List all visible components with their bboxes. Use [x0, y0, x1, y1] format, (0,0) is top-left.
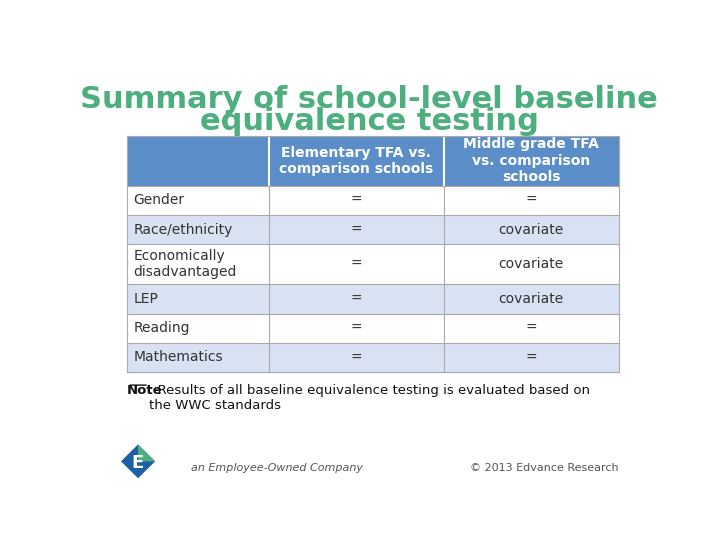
Text: =: = — [351, 193, 362, 207]
Text: covariate: covariate — [498, 257, 564, 271]
Text: Economically
disadvantaged: Economically disadvantaged — [133, 249, 237, 279]
Text: LEP: LEP — [133, 292, 158, 306]
Text: Mathematics: Mathematics — [133, 350, 223, 365]
Text: Reading: Reading — [133, 321, 190, 335]
Bar — [127, 136, 618, 186]
Text: =: = — [351, 222, 362, 237]
Text: © 2013 Edvance Research: © 2013 Edvance Research — [470, 463, 618, 473]
Text: covariate: covariate — [498, 222, 564, 237]
Text: =: = — [526, 350, 537, 365]
Polygon shape — [121, 444, 155, 478]
Text: Summary of school-level baseline: Summary of school-level baseline — [80, 85, 658, 114]
Text: Middle grade TFA
vs. comparison
schools: Middle grade TFA vs. comparison schools — [463, 138, 599, 184]
Bar — [127, 284, 618, 314]
Text: Elementary TFA vs.
comparison schools: Elementary TFA vs. comparison schools — [279, 146, 433, 176]
Text: equivalence testing: equivalence testing — [199, 107, 539, 136]
Bar — [127, 186, 618, 215]
Text: =: = — [351, 350, 362, 365]
Bar — [127, 244, 618, 284]
Text: =: = — [351, 321, 362, 335]
Bar — [127, 215, 618, 244]
Text: an Employee-Owned Company: an Employee-Owned Company — [191, 463, 363, 473]
Text: Gender: Gender — [133, 193, 184, 207]
Text: =: = — [526, 321, 537, 335]
Text: Note: Note — [127, 384, 163, 397]
Polygon shape — [138, 444, 155, 461]
Bar — [127, 314, 618, 343]
Text: covariate: covariate — [498, 292, 564, 306]
Bar — [127, 343, 618, 372]
Text: =: = — [351, 292, 362, 306]
Text: E: E — [131, 454, 143, 472]
Text: Race/ethnicity: Race/ethnicity — [133, 222, 233, 237]
Text: =: = — [526, 193, 537, 207]
Text: : Results of all baseline equivalence testing is evaluated based on
the WWC stan: : Results of all baseline equivalence te… — [149, 384, 590, 413]
Text: =: = — [351, 257, 362, 271]
